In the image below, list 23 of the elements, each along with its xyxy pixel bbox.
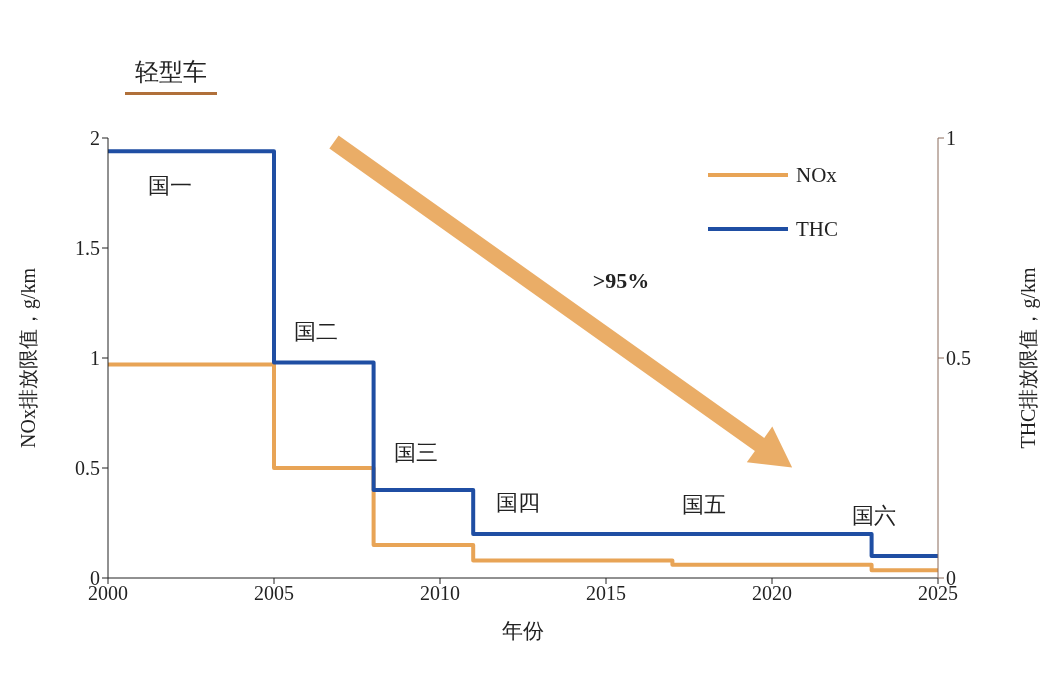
annotation: 国一 [147,172,192,201]
y2-axis-title: THC排放限值，g/km [1017,267,1041,449]
y2-tick-label: 0.5 [946,347,971,370]
annotation: 国三 [393,438,438,467]
legend-label: THC [796,216,838,242]
y-tick-label: 2 [90,127,100,150]
legend-label: NOx [796,162,837,188]
annotation: 国六 [851,502,896,531]
y-tick-label: 1.5 [75,237,100,260]
y-tick-label: 1 [90,347,100,370]
y2-tick-label: 1 [946,127,956,150]
y-tick-label: 0.5 [75,457,100,480]
annotation: 国二 [293,317,338,346]
x-tick-label: 2020 [752,582,792,605]
x-tick-label: 2010 [420,582,460,605]
annotation: 国四 [496,489,541,518]
text: 轻型车 [124,58,217,95]
x-axis-title: 年份 [502,619,544,643]
x-tick-label: 2005 [254,582,294,605]
y-axis-title: NOx排放限值，g/km [17,267,41,448]
annotation: 国五 [682,491,727,520]
x-tick-label: 2015 [586,582,626,605]
annotation: >95% [592,267,650,295]
